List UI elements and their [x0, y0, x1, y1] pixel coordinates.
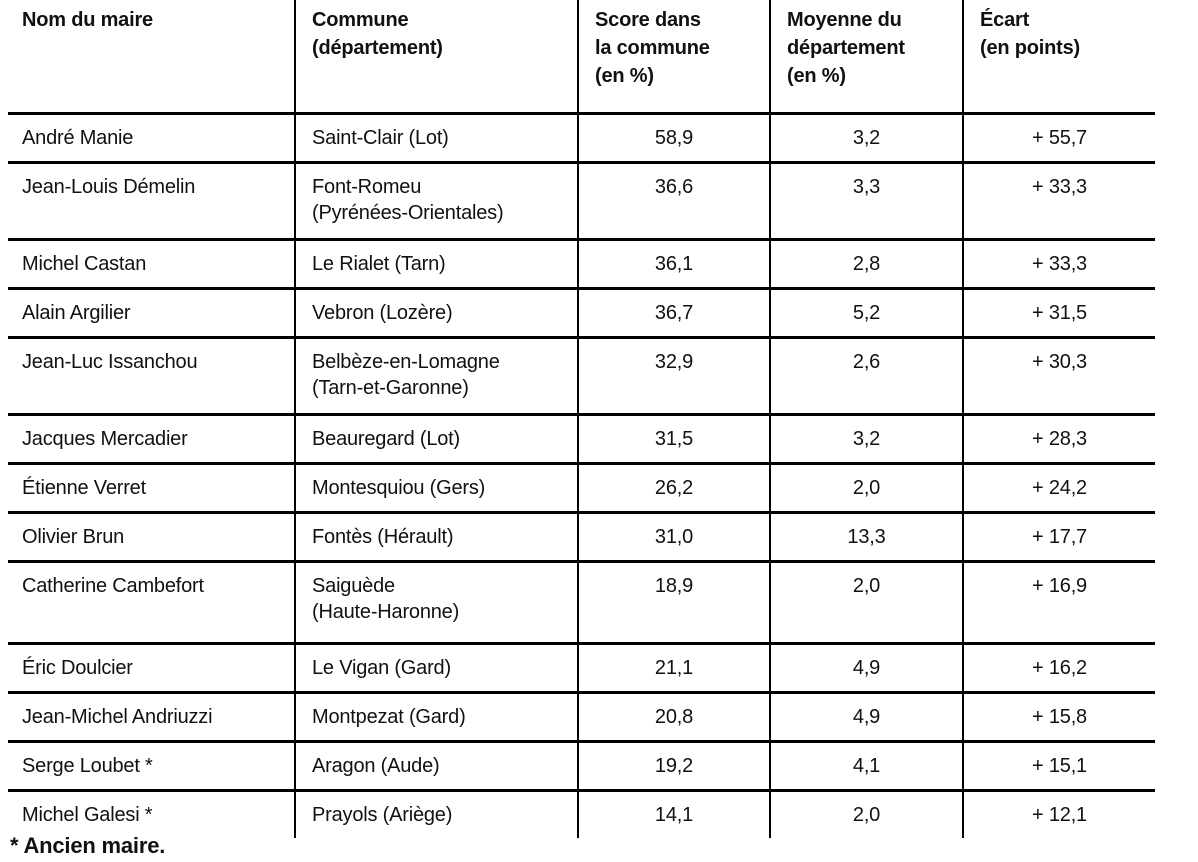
column-header-moyenne-departement: Moyenne du département (en %)	[769, 0, 963, 115]
cell-ecart: + 15,8	[962, 692, 1155, 743]
cell-moyenne: 2,0	[769, 790, 963, 838]
cell-maire: Jean-Luc Issanchou	[8, 337, 295, 416]
cell-commune: Fontès (Hérault)	[294, 512, 578, 563]
cell-commune: Saint-Clair (Lot)	[294, 113, 578, 164]
cell-maire: Jean-Louis Démelin	[8, 162, 295, 241]
cell-commune: Prayols (Ariège)	[294, 790, 578, 838]
cell-score: 36,7	[577, 288, 770, 339]
cell-moyenne: 5,2	[769, 288, 963, 339]
table-row: Olivier Brun Fontès (Hérault) 31,0 13,3 …	[8, 512, 1155, 563]
cell-commune: Belbèze-en-Lomagne (Tarn-et-Garonne)	[294, 337, 578, 416]
cell-moyenne: 2,0	[769, 463, 963, 514]
cell-score: 36,1	[577, 239, 770, 290]
cell-maire: Olivier Brun	[8, 512, 295, 563]
cell-moyenne: 4,9	[769, 643, 963, 694]
cell-moyenne: 4,1	[769, 741, 963, 792]
cell-moyenne: 13,3	[769, 512, 963, 563]
table-row: Jacques Mercadier Beauregard (Lot) 31,5 …	[8, 414, 1155, 465]
cell-maire: Étienne Verret	[8, 463, 295, 514]
column-header-nom-du-maire: Nom du maire	[8, 0, 295, 115]
cell-score: 18,9	[577, 561, 770, 645]
table-row: Jean-Louis Démelin Font-Romeu (Pyrénées-…	[8, 162, 1155, 241]
cell-score: 20,8	[577, 692, 770, 743]
cell-ecart: + 16,2	[962, 643, 1155, 694]
cell-score: 58,9	[577, 113, 770, 164]
table-row: Jean-Luc Issanchou Belbèze-en-Lomagne (T…	[8, 337, 1155, 416]
cell-moyenne: 4,9	[769, 692, 963, 743]
cell-score: 31,0	[577, 512, 770, 563]
cell-moyenne: 2,6	[769, 337, 963, 416]
cell-ecart: + 55,7	[962, 113, 1155, 164]
cell-ecart: + 33,3	[962, 162, 1155, 241]
column-header-commune: Commune (département)	[294, 0, 578, 115]
cell-maire: Catherine Cambefort	[8, 561, 295, 645]
cell-maire: Serge Loubet *	[8, 741, 295, 792]
cell-maire: Éric Doulcier	[8, 643, 295, 694]
cell-score: 19,2	[577, 741, 770, 792]
cell-moyenne: 3,3	[769, 162, 963, 241]
cell-score: 21,1	[577, 643, 770, 694]
cell-commune: Le Rialet (Tarn)	[294, 239, 578, 290]
footnote-ancien-maire: * Ancien maire.	[10, 833, 166, 858]
cell-commune: Vebron (Lozère)	[294, 288, 578, 339]
cell-score: 32,9	[577, 337, 770, 416]
maires-table: Nom du maire Commune (département) Score…	[8, 0, 1155, 838]
cell-commune: Aragon (Aude)	[294, 741, 578, 792]
cell-ecart: + 33,3	[962, 239, 1155, 290]
column-header-ecart: Écart (en points)	[962, 0, 1155, 115]
table-row: Michel Galesi * Prayols (Ariège) 14,1 2,…	[8, 790, 1155, 838]
table-row: Étienne Verret Montesquiou (Gers) 26,2 2…	[8, 463, 1155, 514]
cell-maire: Jacques Mercadier	[8, 414, 295, 465]
cell-commune: Font-Romeu (Pyrénées-Orientales)	[294, 162, 578, 241]
cell-ecart: + 28,3	[962, 414, 1155, 465]
table-row: Jean-Michel Andriuzzi Montpezat (Gard) 2…	[8, 692, 1155, 743]
cell-commune: Montesquiou (Gers)	[294, 463, 578, 514]
table-row: Michel Castan Le Rialet (Tarn) 36,1 2,8 …	[8, 239, 1155, 290]
cell-ecart: + 31,5	[962, 288, 1155, 339]
cell-ecart: + 12,1	[962, 790, 1155, 838]
cell-ecart: + 30,3	[962, 337, 1155, 416]
cell-ecart: + 17,7	[962, 512, 1155, 563]
cell-ecart: + 16,9	[962, 561, 1155, 645]
table-row: Alain Argilier Vebron (Lozère) 36,7 5,2 …	[8, 288, 1155, 339]
cell-score: 31,5	[577, 414, 770, 465]
cell-moyenne: 3,2	[769, 113, 963, 164]
cell-commune: Beauregard (Lot)	[294, 414, 578, 465]
cell-score: 26,2	[577, 463, 770, 514]
cell-maire: Jean-Michel Andriuzzi	[8, 692, 295, 743]
cell-maire: Alain Argilier	[8, 288, 295, 339]
cell-commune: Le Vigan (Gard)	[294, 643, 578, 694]
table-row: Éric Doulcier Le Vigan (Gard) 21,1 4,9 +…	[8, 643, 1155, 694]
column-header-score-commune: Score dans la commune (en %)	[577, 0, 770, 115]
table-row: André Manie Saint-Clair (Lot) 58,9 3,2 +…	[8, 113, 1155, 164]
cell-moyenne: 2,8	[769, 239, 963, 290]
header-row: Nom du maire Commune (département) Score…	[8, 0, 1155, 115]
cell-score: 14,1	[577, 790, 770, 838]
cell-commune: Saiguède (Haute-Haronne)	[294, 561, 578, 645]
cell-maire: Michel Galesi *	[22, 803, 153, 826]
table-row: Serge Loubet * Aragon (Aude) 19,2 4,1 + …	[8, 741, 1155, 792]
cell-moyenne: 3,2	[769, 414, 963, 465]
cell-maire: Michel Castan	[8, 239, 295, 290]
cell-maire: André Manie	[8, 113, 295, 164]
cell-ecart: + 24,2	[962, 463, 1155, 514]
cell-score: 36,6	[577, 162, 770, 241]
table-row: Catherine Cambefort Saiguède (Haute-Haro…	[8, 561, 1155, 645]
cell-moyenne: 2,0	[769, 561, 963, 645]
cell-commune: Montpezat (Gard)	[294, 692, 578, 743]
cell-ecart: + 15,1	[962, 741, 1155, 792]
